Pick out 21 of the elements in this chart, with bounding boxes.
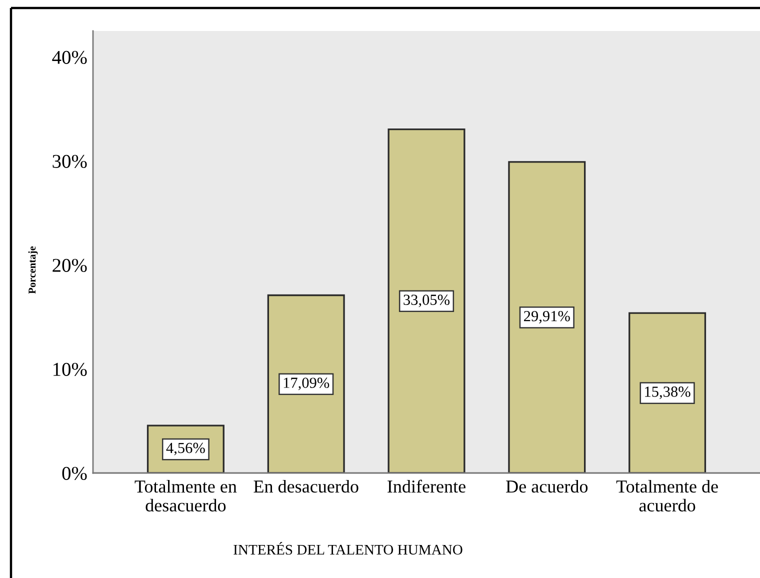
y-axis-title: Porcentaje — [28, 246, 38, 294]
x-tick-label: Indiferente — [388, 480, 466, 493]
bar — [388, 128, 466, 473]
y-tick-label: 10% — [54, 362, 87, 376]
y-tick-label: 0% — [62, 466, 87, 480]
bar — [508, 161, 586, 473]
x-tick-label: Totalmente en desacuerdo — [134, 480, 237, 512]
x-axis-title: INTERÉS DEL TALENTO HUMANO — [234, 542, 462, 555]
y-tick-label: 30% — [52, 154, 87, 168]
data-label: 17,09% — [284, 378, 330, 390]
bar — [628, 312, 706, 473]
x-tick-label: Totalmente de acuerdo — [616, 480, 718, 512]
x-tick-label: De acuerdo — [506, 480, 588, 493]
y-tick-label: 20% — [52, 258, 87, 272]
data-label: 4,56% — [166, 442, 205, 456]
bar — [267, 294, 345, 473]
data-label: 33,05% — [404, 294, 450, 308]
data-label: 15,38% — [645, 386, 690, 400]
y-tick-label: 40% — [52, 50, 87, 64]
data-label: 29,91% — [524, 310, 570, 324]
x-tick-label: En desacuerdo — [254, 480, 358, 493]
